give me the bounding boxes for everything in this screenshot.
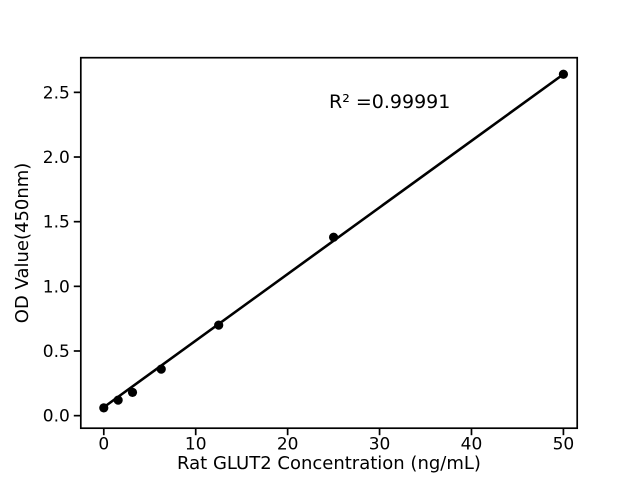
data-point [99, 403, 109, 413]
data-point [113, 395, 123, 405]
y-tick-label: 1.0 [43, 277, 70, 297]
data-series [99, 69, 569, 413]
x-axis-title: Rat GLUT2 Concentration (ng/mL) [177, 453, 481, 474]
y-tick-label: 2.5 [43, 83, 70, 103]
y-tick-label: 0.0 [43, 407, 70, 427]
y-tick-label: 1.5 [43, 213, 70, 233]
x-tick-label: 50 [553, 435, 575, 455]
plot-border [79, 56, 579, 430]
y-axis-title: OD Value(450nm) [12, 163, 33, 324]
x-tick-label: 30 [369, 435, 391, 455]
r-squared-annotation: R² =0.99991 [329, 91, 450, 113]
data-point [558, 69, 569, 79]
data-point [127, 387, 138, 397]
data-point [214, 320, 224, 330]
data-point [328, 232, 339, 242]
x-tick-label: 10 [185, 435, 207, 455]
axis-ticks: 0 10 20 30 40 50 0.0 0.5 1.0 1.5 2.0 2.5 [43, 83, 574, 454]
x-tick-label: 0 [98, 435, 109, 455]
x-tick-label: 40 [461, 435, 483, 455]
x-tick-label: 20 [277, 435, 299, 455]
y-tick-label: 0.5 [43, 342, 70, 362]
data-point [156, 364, 166, 374]
y-tick-label: 2.0 [43, 148, 70, 168]
